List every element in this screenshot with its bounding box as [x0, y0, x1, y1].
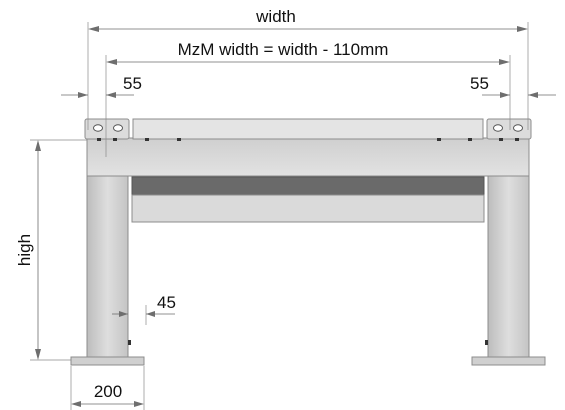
bolt-mark [485, 340, 488, 345]
post-gap-label: 45 [157, 293, 176, 312]
bolt-mark [468, 138, 472, 141]
left-offset-label: 55 [123, 74, 142, 93]
dark-channel [131, 176, 485, 196]
top-rail [86, 137, 530, 177]
bolt-mark [177, 138, 181, 141]
height-dimension: high [15, 139, 87, 361]
bracket-hole [493, 124, 503, 132]
frame [70, 118, 546, 366]
right-offset-dimension: 55 [470, 74, 556, 98]
bolt-mark [97, 138, 101, 141]
left-foot-plate [70, 356, 145, 366]
left-offset-dimension: 55 [61, 74, 142, 98]
bolt-mark [113, 138, 117, 141]
top-cover-plate [132, 118, 484, 140]
bolt-mark [145, 138, 149, 141]
right-bracket [486, 118, 532, 140]
mzm-width-label: MzM width = width - 110mm [178, 40, 389, 59]
lower-plate [131, 194, 485, 223]
bolt-mark [437, 138, 441, 141]
bracket-hole [513, 124, 523, 132]
post-gap-dimension: 45 [112, 293, 176, 325]
width-dimension: width [87, 7, 529, 130]
bracket-hole [113, 124, 123, 132]
height-label: high [15, 234, 34, 266]
bolt-mark [499, 138, 503, 141]
right-foot-plate [471, 356, 546, 366]
foot-width-dimension: 200 [70, 366, 145, 410]
right-offset-label: 55 [470, 74, 489, 93]
bolt-mark [515, 138, 519, 141]
bolt-mark [128, 340, 131, 345]
width-label: width [255, 7, 296, 26]
bracket-hole [93, 124, 103, 132]
left-bracket [84, 118, 130, 140]
foot-width-label: 200 [94, 382, 122, 401]
mzm-width-dimension: MzM width = width - 110mm [105, 40, 511, 157]
